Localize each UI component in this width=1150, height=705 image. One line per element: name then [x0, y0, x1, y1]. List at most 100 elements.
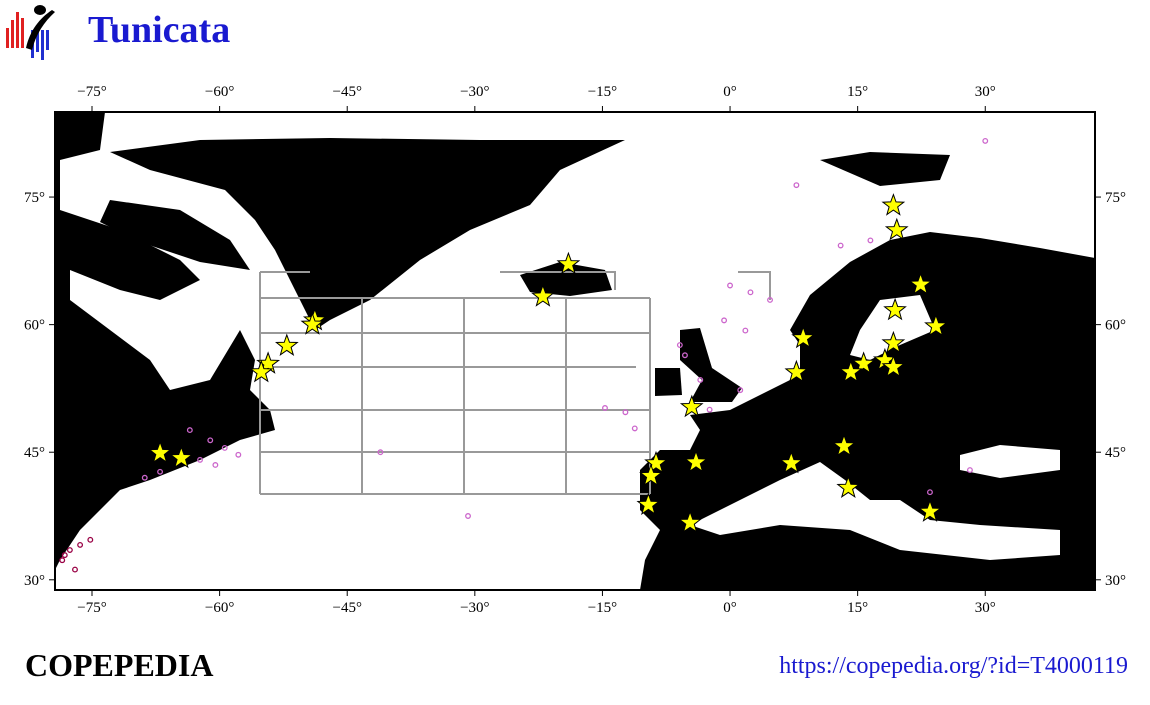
occurrence-dot: [197, 456, 203, 463]
occurrence-dot: [61, 552, 68, 559]
occurrence-dot: [742, 327, 749, 334]
occurrence-dot: [727, 282, 733, 289]
occurrence-dot: [87, 536, 94, 543]
x-tick-label: 0°: [723, 84, 737, 100]
y-tick-label: 30°: [24, 573, 45, 589]
x-tick-label: −60°: [205, 84, 234, 100]
occurrence-dot: [72, 566, 78, 573]
occurrence-dot: [837, 242, 844, 249]
star-marker: [678, 510, 702, 533]
star-marker: [908, 272, 933, 295]
map-area: [55, 112, 1095, 590]
x-tick-label: −45°: [332, 84, 361, 100]
star-marker: [249, 359, 274, 383]
occurrence-dot: [737, 387, 744, 394]
occurrence-dot: [927, 489, 933, 496]
occurrence-dot: [706, 406, 713, 413]
url[interactable]: https://copepedia.org/?id=T4000119: [779, 653, 1128, 679]
occurrence-dot: [157, 468, 164, 475]
star-marker: [881, 354, 906, 378]
star-marker: [684, 449, 708, 473]
occurrence-dot: [207, 437, 214, 444]
occurrence-dot: [235, 451, 242, 458]
y-tick-label: 75°: [1105, 190, 1126, 206]
occurrence-dot: [221, 445, 228, 451]
star-marker: [300, 312, 325, 335]
star-marker: [791, 325, 816, 349]
star-marker: [784, 359, 809, 383]
x-tick-label: −75°: [77, 84, 106, 100]
star-marker: [636, 492, 661, 515]
occurrence-layer: [59, 137, 989, 573]
star-marker: [275, 333, 299, 356]
x-tick-label: −45°: [332, 600, 361, 616]
occurrence-dot: [377, 449, 384, 456]
x-tick-label: 15°: [847, 84, 868, 100]
star-marker: [918, 499, 942, 522]
star-marker: [881, 193, 906, 216]
y-tick-label: 75°: [24, 190, 45, 206]
occurrence-dot: [465, 513, 471, 519]
occurrence-dot: [982, 137, 989, 144]
star-marker: [169, 445, 194, 469]
x-tick-label: −30°: [460, 84, 489, 100]
occurrence-dot: [682, 352, 688, 359]
x-tick-label: −15°: [588, 600, 617, 616]
x-tick-label: 30°: [975, 600, 996, 616]
x-tick-label: −15°: [588, 84, 617, 100]
occurrence-dot: [59, 557, 66, 564]
x-tick-label: 0°: [723, 600, 737, 616]
star-marker: [924, 313, 948, 337]
occurrence-dot: [676, 342, 683, 348]
star-marker: [556, 251, 581, 275]
star-marker: [679, 394, 704, 418]
occurrence-dot: [141, 474, 148, 481]
x-tick-label: −30°: [460, 600, 489, 616]
map-frame: [54, 111, 1096, 591]
star-marker: [639, 463, 663, 487]
ticks: −75° −75° −60° −60° −45° −45° −30° −30° −15° −15°…: [24, 84, 1126, 616]
star-marker: [779, 450, 804, 474]
star-marker: [851, 351, 876, 374]
occurrence-dot: [212, 462, 219, 468]
star-layer: [148, 193, 948, 533]
star-marker: [148, 440, 172, 464]
title: Tunicata: [88, 9, 230, 51]
star-marker: [883, 297, 907, 321]
x-tick-label: −75°: [77, 600, 106, 616]
star-marker: [644, 450, 668, 474]
occurrence-dot: [867, 237, 874, 244]
star-marker: [832, 433, 856, 457]
y-tick-label: 45°: [1105, 445, 1126, 461]
star-marker: [881, 330, 906, 354]
occurrence-dot: [697, 376, 704, 383]
occurrence-dot: [721, 317, 728, 324]
star-marker: [531, 284, 555, 307]
x-tick-label: −60°: [205, 600, 234, 616]
y-tick-label: 45°: [24, 445, 45, 461]
y-tick-label: 60°: [24, 318, 45, 334]
occurrence-dot: [622, 409, 629, 416]
area-boxes: [259, 271, 771, 495]
y-tick-label: 60°: [1105, 318, 1126, 334]
y-tick-label: 30°: [1105, 573, 1126, 589]
star-marker: [839, 359, 863, 383]
occurrence-dot: [77, 541, 84, 548]
footer: COPEPEDIA: [25, 647, 213, 683]
star-marker: [836, 475, 861, 498]
occurrence-dot: [186, 427, 193, 434]
star-marker: [884, 217, 909, 241]
occurrence-dot: [966, 467, 973, 474]
occurrence-dot: [767, 297, 773, 303]
occurrence-dot: [602, 405, 608, 411]
x-tick-label: 30°: [975, 84, 996, 100]
occurrence-dot: [793, 182, 800, 189]
occurrence-dot: [66, 547, 73, 553]
logo: [6, 5, 55, 60]
occurrence-dot: [631, 425, 638, 432]
seas: [690, 295, 1060, 560]
occurrence-dot: [747, 289, 754, 296]
x-tick-label: 15°: [847, 600, 868, 616]
